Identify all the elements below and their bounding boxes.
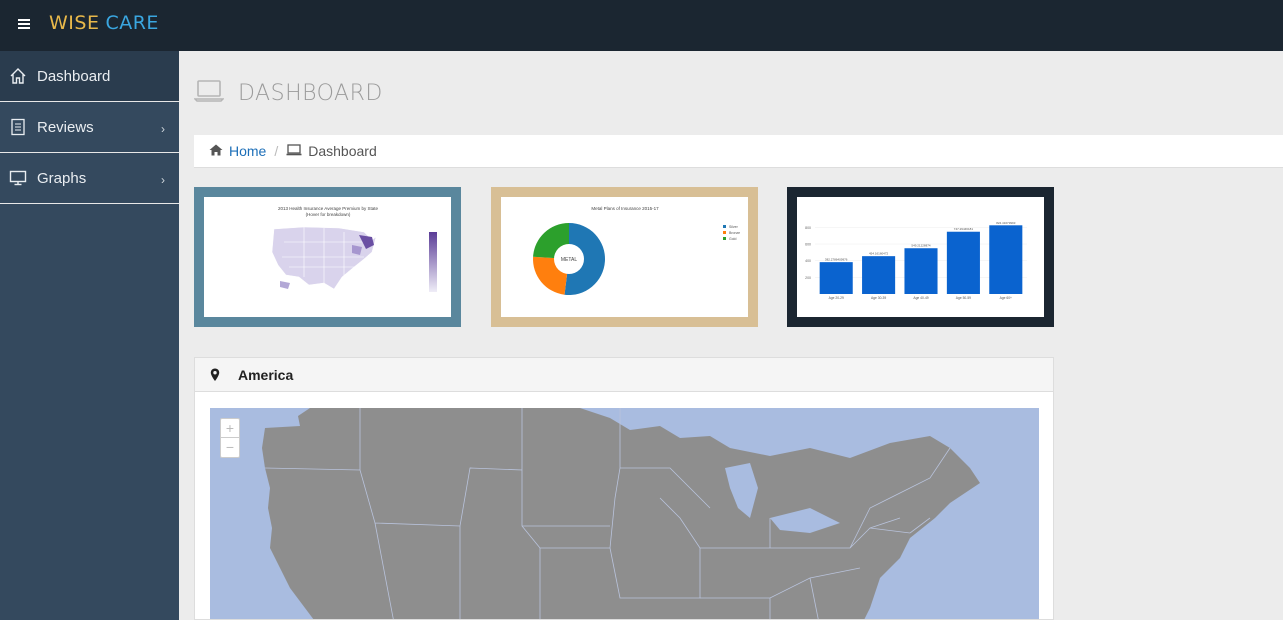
x-tick-label: Age 20-29 [829,296,844,300]
thumbnail-inner: 2013 Health Insurance Average Premium by… [204,197,451,317]
sidebar-item-label: Reviews [37,118,94,136]
y-tick-label: 400 [805,259,811,263]
map-land [262,408,980,619]
legend-swatch [723,231,726,234]
home-icon [209,143,223,159]
chevron-right-icon: › [161,173,165,187]
y-tick-label: 600 [805,243,811,247]
zoom-in-button[interactable]: + [221,419,239,438]
bar-chart: 200 400 600 800 382.2786409976 Age 20-29 454.1… [805,221,1027,300]
legend-swatch [723,237,726,240]
breadcrumb-home-link[interactable]: Home [229,143,267,159]
bar[interactable] [989,225,1023,294]
breadcrumb-current: Dashboard [308,143,377,159]
y-tick-label: 800 [805,226,811,230]
choropleth-chart: 2013 Health Insurance Average Premium by… [271,206,437,292]
x-tick-label: Age 40-49 [913,296,928,300]
x-tick-label: Age 60+ [1000,296,1012,300]
brand-part1: WISE [49,12,100,34]
donut-center-label: METAL [561,257,578,263]
panel-header: America [195,358,1053,392]
brand-logo[interactable]: WISE CARE [49,12,159,34]
top-navbar: WISE CARE [0,0,1283,51]
home-icon [9,67,27,85]
donut-hole [554,244,584,274]
legend-swatch [723,225,726,228]
sidebar-item-dashboard[interactable]: Dashboard [0,51,179,102]
page-title: DASHBOARD [238,80,383,106]
america-map[interactable]: + − [210,408,1039,619]
laptop-icon [193,79,225,108]
bar[interactable] [862,256,896,294]
brand-part2: CARE [105,12,159,34]
document-icon [9,118,27,136]
bar-value-label: 549.21228874 [911,244,931,248]
bar[interactable] [904,248,938,294]
sidebar-item-graphs[interactable]: Graphs › [0,153,179,204]
chart-subtitle: (Hover for breakdown) [306,212,351,217]
monitor-icon [9,169,27,187]
sidebar-item-label: Dashboard [37,67,111,85]
sidebar-item-reviews[interactable]: Reviews › [0,102,179,153]
bar-value-label: 382.2786409976 [825,258,848,262]
sidebar: Dashboard Reviews › Graphs › [0,51,179,620]
chart-title: 2013 Health Insurance Average Premium by… [278,206,378,211]
panel-title: America [238,366,294,383]
chevron-right-icon: › [161,122,165,136]
breadcrumb-separator: / [274,143,279,159]
laptop-icon [286,143,302,159]
map-marker-icon [210,368,220,382]
breadcrumb: Home / Dashboard [194,135,1283,168]
bar-value-label: 824.41673993 [996,221,1016,225]
legend-label: Bronze [729,231,740,235]
hamburger-icon[interactable] [18,19,30,29]
bar[interactable] [819,262,853,294]
x-tick-label: Age 50-59 [956,296,971,300]
zoom-out-button[interactable]: − [225,439,235,455]
thumbnail-age-premium[interactable]: 200 400 600 800 382.2786409976 Age 20-29 454.1… [787,187,1054,327]
sidebar-item-label: Graphs [37,169,87,187]
legend-label: Silver [729,225,739,229]
thumbnail-premium-map[interactable]: 2013 Health Insurance Average Premium by… [194,187,461,327]
thumbnail-metal-plans[interactable]: Metal Plans of Insurance 2015-17 METAL S… [491,187,758,327]
bar-value-label: 747.29446181 [954,227,974,231]
thumbnail-inner: Metal Plans of Insurance 2015-17 METAL S… [501,197,748,317]
y-tick-label: 200 [805,276,811,280]
bar[interactable] [946,231,980,294]
bar-value-label: 454.16160472 [869,252,889,256]
x-tick-label: Age 30-39 [871,296,886,300]
map-zoom-control: + − [220,418,240,458]
legend-label: Gold [729,237,736,241]
pie-slice[interactable] [564,223,605,295]
page-header: DASHBOARD [193,78,383,108]
donut-chart: Metal Plans of Insurance 2015-17 METAL S… [533,206,740,295]
chart-title: Metal Plans of Insurance 2015-17 [591,206,659,211]
america-panel: America + − [194,357,1054,620]
thumbnail-inner: 200 400 600 800 382.2786409976 Age 20-29 454.1… [797,197,1044,317]
